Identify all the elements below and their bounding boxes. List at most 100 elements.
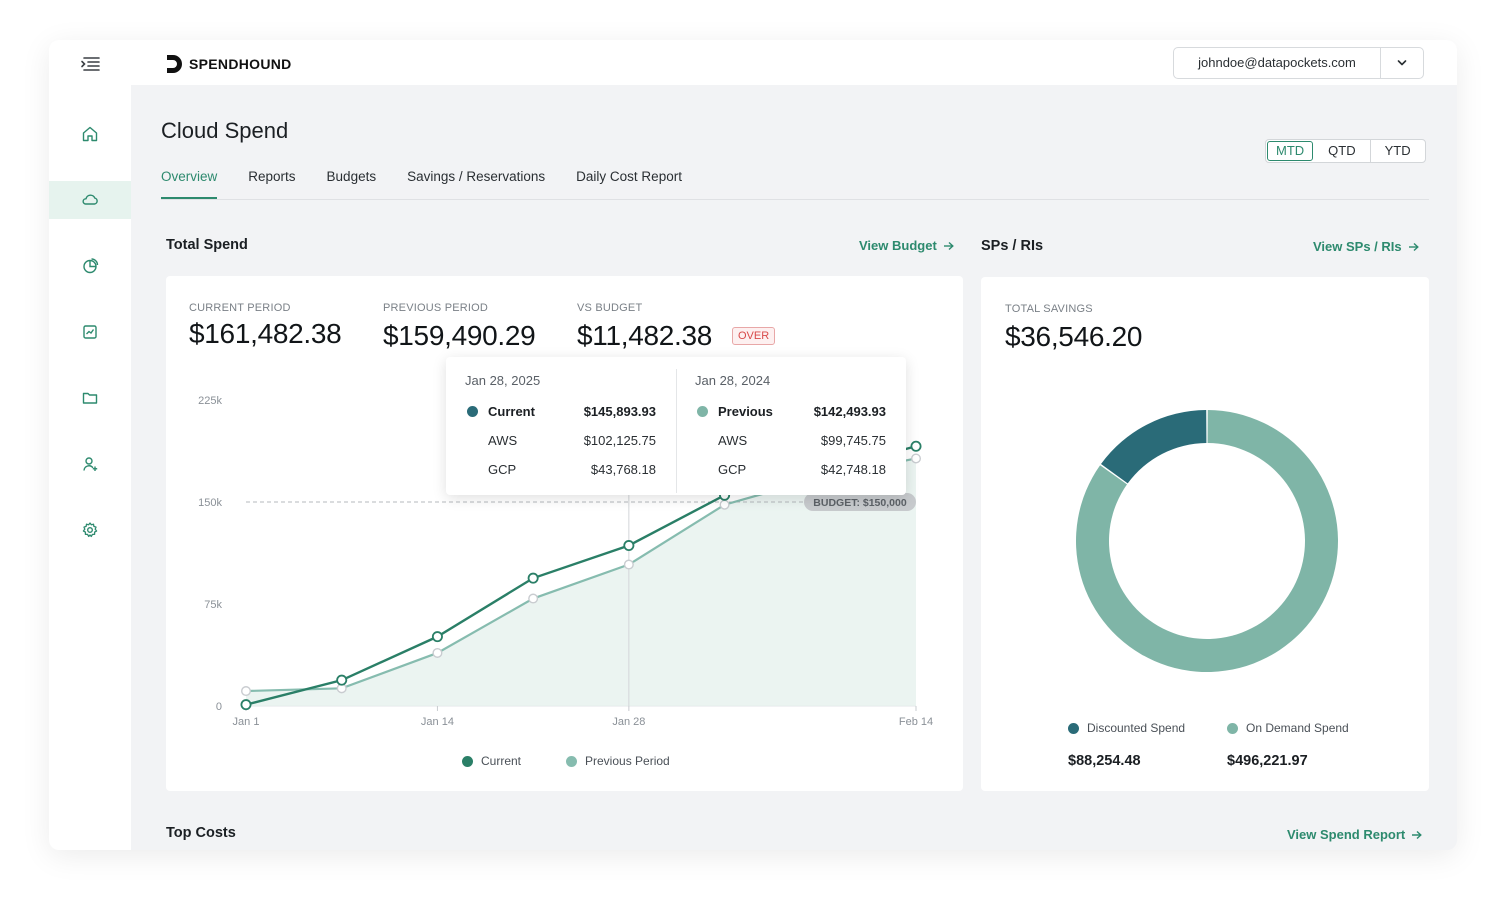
current-period-label: CURRENT PERIOD [189,302,291,314]
legend-dot-discounted [1068,722,1079,734]
gear-icon [82,522,98,538]
tooltip-current-aws: AWS $102,125.75 [465,433,656,448]
tab-daily-cost-report[interactable]: Daily Cost Report [576,169,682,184]
vs-budget-label: VS BUDGET [577,302,643,314]
sps-ris-card: TOTAL SAVINGS $36,546.20 Discounted Spen… [981,277,1429,791]
sidebar-item-folders[interactable] [49,379,131,417]
view-sps-ris-label: View SPs / RIs [1313,239,1402,254]
cloud-icon [82,194,98,205]
current-period-point [623,540,635,552]
over-budget-badge: OVER [732,327,776,345]
user-account-select[interactable]: johndoe@datapockets.com [1173,47,1424,79]
period-ytd-button[interactable]: YTD [1369,140,1425,162]
donut-slice-discounted [1100,410,1207,484]
view-budget-link[interactable]: View Budget [859,238,954,253]
home-icon [82,126,98,142]
total-spend-line-chart[interactable]: 0 75k 150k 225k Jan 1 Jan 14 Jan 28 Feb 14 BUDGE… [166,276,963,791]
view-budget-label: View Budget [859,238,937,253]
total-spend-card: CURRENT PERIOD $161,482.38 PREVIOUS PERI… [166,276,963,791]
y-tick-label: 225k [198,395,222,407]
tooltip-previous-column: Jan 28, 2024 Previous $142,493.93 AWS $9… [676,357,906,495]
tab-bar: Overview Reports Budgets Savings / Reser… [161,168,1429,200]
tooltip-previous-value: $142,493.93 [813,404,886,419]
y-tick-label: 0 [216,701,222,713]
legend-label-current: Current [481,754,522,768]
tooltip-previous-total: Previous $142,493.93 [695,404,886,419]
current-period-point [527,572,539,584]
tooltip-current-label: Current [488,404,535,419]
tooltip-dot-current [467,406,478,417]
tooltip-previous-aws-label: AWS [718,433,748,448]
top-costs-title: Top Costs [166,825,236,841]
tab-overview[interactable]: Overview [161,168,218,199]
legend-label-discounted: Discounted Spend [1087,721,1186,735]
sidebar-item-users[interactable] [49,445,131,483]
period-toggle: MTD QTD YTD [1265,139,1426,163]
sps-ris-title: SPs / RIs [981,238,1044,254]
savings-donut-chart[interactable] [981,337,1429,757]
view-spend-report-label: View Spend Report [1287,827,1406,842]
x-tick-label: Feb 14 [899,716,933,728]
arrow-right-icon [1412,830,1423,839]
period-qtd-button[interactable]: QTD [1328,143,1356,158]
logo[interactable]: SPENDHOUND [165,53,292,75]
page-title: Cloud Spend [161,118,289,143]
menu-toggle-icon[interactable] [80,56,100,72]
view-spend-report-link[interactable]: View Spend Report [1287,827,1423,842]
chart-tooltip: Jan 28, 2025 Current $145,893.93 AWS $10… [446,357,906,495]
y-tick-label: 150k [198,497,222,509]
total-spend-title: Total Spend [166,237,248,253]
tooltip-previous-gcp-value: $42,748.18 [820,462,886,477]
previous-period-point [240,686,251,697]
donut-legend-discounted: Discounted Spend [1068,721,1185,735]
arrow-right-icon [943,241,954,250]
x-tick-label: Jan 1 [233,716,260,728]
user-add-icon [83,457,98,471]
tooltip-current-aws-label: AWS [488,433,518,448]
legend-label-previous: Previous Period [585,754,670,768]
view-sps-ris-link[interactable]: View SPs / RIs [1313,239,1419,254]
period-mtd-button[interactable]: MTD [1267,141,1314,161]
tooltip-previous-date: Jan 28, 2024 [695,373,771,388]
pie-chart-icon [83,258,99,274]
previous-period-point [623,559,634,570]
logo-text: SPENDHOUND [189,56,292,72]
sidebar-item-analytics[interactable] [49,247,131,285]
tab-budgets[interactable]: Budgets [326,169,377,184]
tooltip-previous-aws: AWS $99,745.75 [695,433,886,448]
on-demand-spend-value: $496,221.97 [1227,753,1308,769]
tooltip-previous-gcp: GCP $42,748.18 [695,462,886,477]
tooltip-previous-gcp-label: GCP [718,462,747,477]
user-email: johndoe@datapockets.com [1174,48,1381,78]
tab-savings-reservations[interactable]: Savings / Reservations [407,169,546,184]
tooltip-current-gcp-value: $43,768.18 [590,462,656,477]
legend-dot-on-demand [1227,722,1238,734]
current-period-value: $161,482.38 [189,318,342,349]
chevron-down-icon [1381,48,1423,78]
tab-reports[interactable]: Reports [248,169,296,184]
tooltip-current-gcp: GCP $43,768.18 [465,462,656,477]
previous-period-value: $159,490.29 [383,320,536,351]
tooltip-current-date: Jan 28, 2025 [465,373,541,388]
current-period-point [431,631,443,643]
arrow-right-icon [1408,242,1419,251]
total-savings-label: TOTAL SAVINGS [1005,303,1093,315]
sidebar-item-reports[interactable] [49,313,131,351]
previous-period-point [528,593,539,604]
tooltip-previous-label: Previous [718,404,773,419]
sidebar-item-settings[interactable] [49,511,131,549]
sidebar [49,40,131,850]
sidebar-item-home[interactable] [49,115,131,153]
donut-legend-on-demand: On Demand Spend [1227,721,1349,735]
x-tick-label: Jan 28 [612,716,645,728]
current-period-point [336,674,348,686]
spendhound-logo-icon [167,55,182,73]
budget-label-pill [804,493,916,511]
current-period-point [910,440,922,452]
legend-dot-previous [566,755,577,767]
tooltip-dot-previous [697,406,708,417]
sidebar-item-cloud[interactable] [49,181,131,219]
x-tick-label: Jan 14 [421,716,454,728]
previous-period-point [719,499,730,510]
legend-dot-current [462,755,473,767]
